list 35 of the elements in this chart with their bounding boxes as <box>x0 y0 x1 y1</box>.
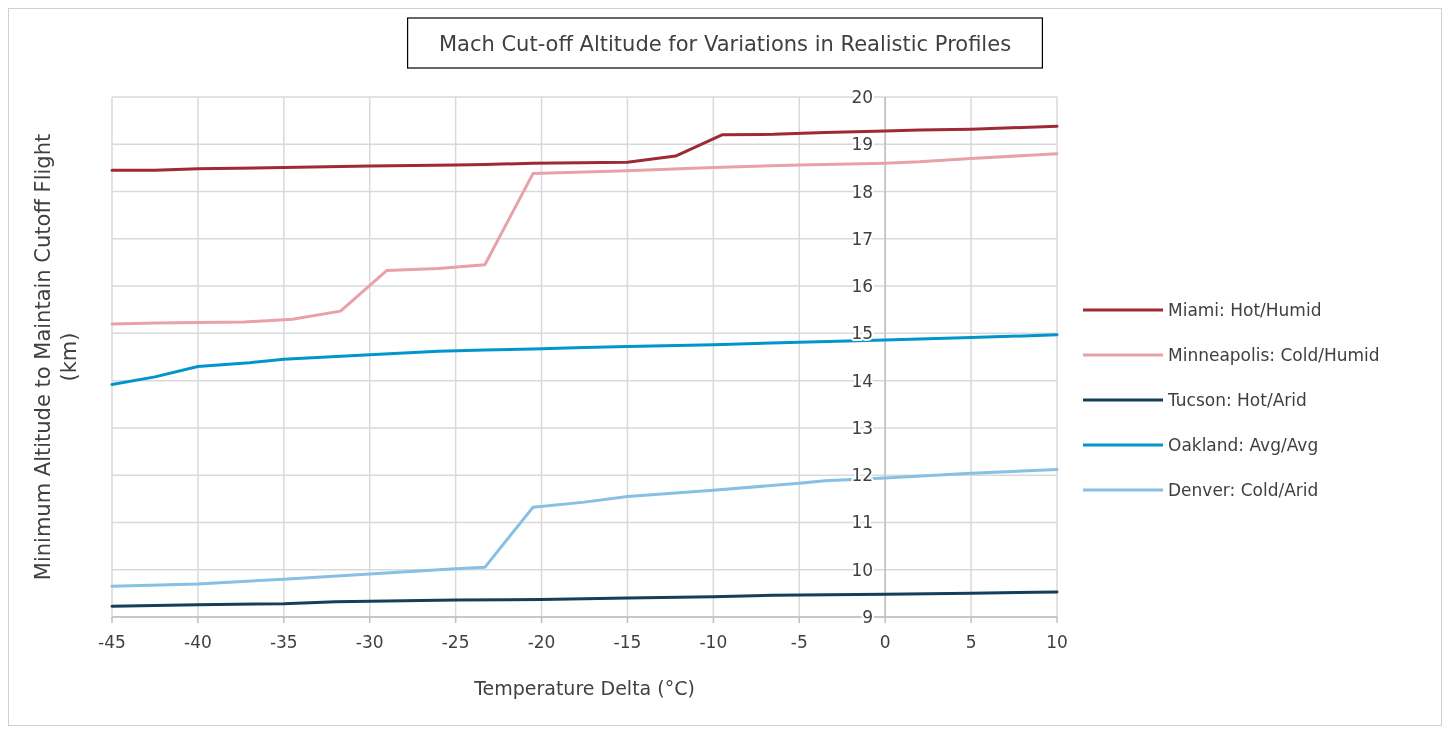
legend-label: Tucson: Hot/Arid <box>1167 390 1307 410</box>
line-series <box>110 124 1059 172</box>
x-tick-label: -40 <box>184 632 212 652</box>
x-tick-label: 5 <box>965 632 977 652</box>
legend-label: Minneapolis: Cold/Humid <box>1168 345 1380 365</box>
x-tick-label: -5 <box>790 632 808 652</box>
legend-label: Miami: Hot/Humid <box>1168 300 1322 320</box>
x-tick-label: -20 <box>527 632 556 652</box>
y-tick-label: 14 <box>851 370 874 391</box>
x-axis-title: Temperature Delta (°C) <box>473 677 695 699</box>
y-tick-label: 9 <box>862 607 874 627</box>
y-tick-label: 16 <box>851 276 874 297</box>
y-tick-label: 11 <box>851 512 874 533</box>
line-series <box>110 590 1059 608</box>
legend-label: Oakland: Avg/Avg <box>1168 435 1319 455</box>
y-tick-label: 19 <box>851 134 874 155</box>
y-axis-title: Minimum Altitude to Maintain Cutoff Flight (km) <box>31 133 81 581</box>
legend-label: Denver: Cold/Arid <box>1168 480 1319 500</box>
x-tick-label: 10 <box>1046 632 1068 652</box>
x-tick-label: -45 <box>98 632 126 652</box>
y-tick-label: 20 <box>851 87 874 107</box>
y-tick-label: 18 <box>851 181 874 202</box>
x-tick-label: -15 <box>613 632 642 652</box>
chart-title: Mach Cut-off Altitude for Variations in Realistic Profiles <box>438 32 1012 56</box>
line-series <box>110 468 1059 588</box>
y-tick-label: 17 <box>851 228 874 249</box>
x-tick-label: -30 <box>355 632 384 652</box>
x-tick-label: -35 <box>269 632 298 652</box>
y-tick-label: 15 <box>851 323 874 344</box>
y-tick-label: 13 <box>851 417 874 438</box>
x-tick-label: -25 <box>441 632 470 652</box>
y-tick-label: 10 <box>851 559 874 580</box>
x-tick-label: -10 <box>699 632 728 652</box>
line-series <box>110 152 1059 326</box>
x-tick-label: 0 <box>879 632 891 652</box>
